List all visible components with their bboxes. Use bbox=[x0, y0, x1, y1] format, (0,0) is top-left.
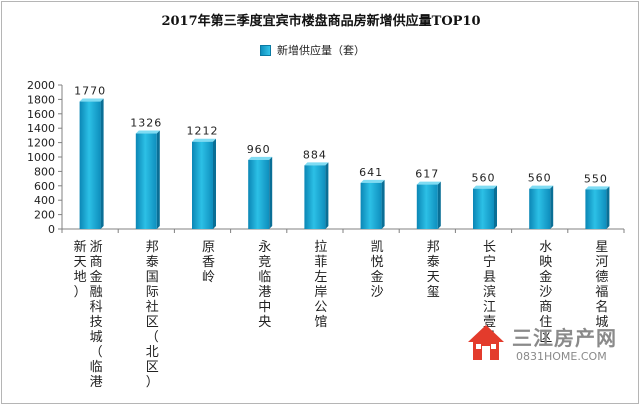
bar bbox=[585, 189, 607, 229]
category-label: 凯悦金沙 bbox=[371, 240, 384, 300]
category-label: 原香岭 bbox=[202, 240, 215, 285]
bar bbox=[79, 101, 101, 229]
category-label: 拉菲左岸公馆 bbox=[314, 240, 327, 330]
bar-top bbox=[360, 179, 385, 183]
bar bbox=[192, 141, 213, 229]
bar-side bbox=[494, 185, 497, 229]
category-label: 星河德福名城 bbox=[595, 240, 608, 330]
y-tick-label: 1800 bbox=[27, 93, 55, 106]
bar-value-label: 641 bbox=[359, 166, 383, 179]
bar-side bbox=[550, 185, 554, 229]
y-tick-label: 2000 bbox=[27, 79, 55, 92]
bar-side bbox=[381, 179, 385, 229]
bar-side bbox=[269, 156, 273, 229]
y-tick-label: 1200 bbox=[27, 137, 55, 150]
watermark-url: 0831HOME.COM bbox=[516, 350, 607, 363]
y-tick-label: 1600 bbox=[27, 108, 55, 121]
bar-value-label: 960 bbox=[247, 143, 271, 156]
category-label: 邦泰天玺 bbox=[427, 240, 440, 300]
bar bbox=[360, 182, 382, 229]
bar-top bbox=[248, 156, 273, 160]
legend-swatch bbox=[260, 44, 271, 56]
bar bbox=[416, 184, 438, 229]
watermark: 三江房产网 0831HOME.COM bbox=[464, 320, 632, 380]
bar bbox=[529, 188, 551, 229]
y-tick-label: 400 bbox=[34, 194, 55, 207]
y-tick-label: 600 bbox=[34, 180, 55, 193]
legend-label: 新增供应量（套） bbox=[277, 44, 365, 57]
chart-title: 2017年第三季度宜宾市楼盘商品房新增供应量TOP10 bbox=[161, 14, 481, 29]
bar-top bbox=[304, 162, 329, 166]
bar-top bbox=[473, 185, 497, 189]
bar-side bbox=[606, 186, 610, 229]
legend: 新增供应量（套） bbox=[260, 42, 365, 58]
bar-top bbox=[135, 130, 160, 134]
y-tick-label: 200 bbox=[34, 209, 55, 222]
category-label: 水映金沙商住区 bbox=[539, 240, 552, 345]
bar-side bbox=[325, 162, 329, 229]
category-label: 永竞临港中央 bbox=[258, 240, 271, 330]
category-label: 邦泰国际社区（北区） bbox=[146, 240, 159, 390]
y-tick-label: 1400 bbox=[27, 122, 55, 135]
bar-top bbox=[529, 185, 554, 189]
house-logo-icon bbox=[468, 325, 504, 360]
bar bbox=[304, 165, 326, 229]
y-tick-label: 1000 bbox=[27, 151, 55, 164]
bar-top bbox=[79, 98, 104, 102]
bar-value-label: 884 bbox=[303, 148, 327, 161]
watermark-title: 三江房产网 bbox=[512, 326, 617, 350]
bar-value-label: 1326 bbox=[130, 117, 162, 130]
bar-value-label: 1212 bbox=[187, 125, 219, 138]
bar-top bbox=[192, 138, 216, 142]
bar-side bbox=[213, 138, 216, 229]
bar-value-label: 560 bbox=[528, 172, 552, 185]
bar bbox=[248, 159, 270, 229]
bar-value-label: 560 bbox=[472, 172, 496, 185]
y-tick-label: 800 bbox=[34, 165, 55, 178]
bar-side bbox=[156, 130, 160, 229]
bar-side bbox=[437, 181, 441, 229]
bar-value-label: 617 bbox=[415, 168, 439, 181]
bar-value-label: 1770 bbox=[74, 85, 106, 98]
bar bbox=[473, 188, 494, 229]
bar-value-label: 550 bbox=[584, 172, 608, 185]
category-label: 浙商金融科技城（临港新天地） bbox=[74, 239, 103, 390]
bar-top bbox=[416, 181, 441, 185]
bar-top bbox=[585, 186, 610, 190]
bar bbox=[135, 133, 157, 229]
bar-side bbox=[100, 98, 104, 229]
y-tick-label: 0 bbox=[48, 223, 55, 236]
